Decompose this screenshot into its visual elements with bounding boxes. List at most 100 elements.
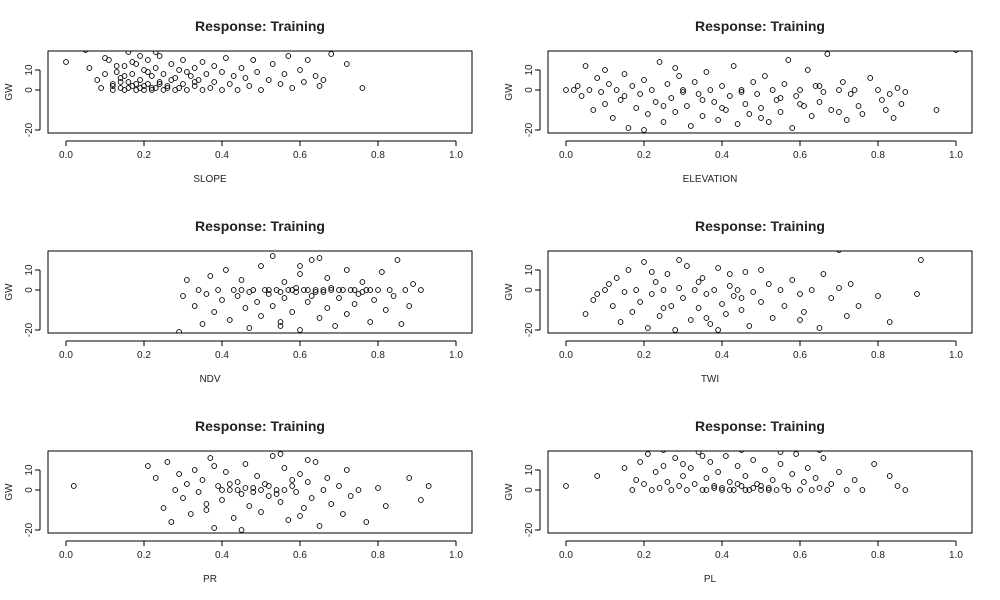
data-point xyxy=(758,483,764,489)
data-point xyxy=(637,459,643,465)
data-point xyxy=(226,481,233,487)
data-point xyxy=(816,451,823,453)
data-point xyxy=(394,257,401,263)
data-point xyxy=(203,71,210,77)
data-point xyxy=(816,485,823,491)
data-point xyxy=(680,461,686,467)
data-point xyxy=(359,279,366,285)
x-axis: 0.0 0.2 0.4 0.6 0.8 1.0 xyxy=(59,140,463,161)
data-point xyxy=(195,489,202,495)
data-point xyxy=(160,71,167,77)
data-point xyxy=(629,487,636,493)
data-point xyxy=(680,89,686,95)
data-point xyxy=(289,85,296,91)
data-point xyxy=(215,483,221,489)
data-point xyxy=(816,99,823,105)
data-point xyxy=(211,79,218,85)
y-tick-label: 10 xyxy=(24,464,35,476)
data-point xyxy=(199,321,206,327)
data-point xyxy=(750,457,757,463)
data-point xyxy=(324,475,331,481)
x-tick-label: 0.2 xyxy=(137,150,151,161)
data-point xyxy=(367,319,374,325)
data-point xyxy=(121,73,128,79)
data-point xyxy=(711,485,718,491)
y-tick-label: -20 xyxy=(524,522,535,537)
data-point xyxy=(359,85,366,91)
y-axis: -20 0 10 xyxy=(524,264,541,337)
x-tick-label: 0.6 xyxy=(293,350,307,361)
x-axis-label: PR xyxy=(203,574,217,585)
data-point xyxy=(746,323,753,329)
y-axis: -20 0 10 xyxy=(24,264,41,337)
data-point xyxy=(191,79,198,85)
plot-title: Response: Training xyxy=(695,18,825,34)
data-point xyxy=(355,487,362,493)
data-point xyxy=(574,83,581,89)
data-point xyxy=(594,473,601,479)
data-point xyxy=(156,53,163,59)
data-point xyxy=(886,319,893,325)
data-point xyxy=(719,105,725,111)
scatter-panel-3: Response: Training 0.0 0.2 0.4 0.6 0.8 1.0 NDV -… xyxy=(4,218,473,385)
data-point xyxy=(379,269,385,275)
data-point xyxy=(758,299,764,305)
data-point xyxy=(750,79,757,85)
data-point xyxy=(734,463,741,469)
data-point xyxy=(641,481,647,487)
data-point xyxy=(742,473,749,479)
data-point xyxy=(824,487,831,493)
x-tick-label: 0.0 xyxy=(559,150,573,161)
data-point xyxy=(184,69,190,75)
x-tick-label: 0.0 xyxy=(59,350,73,361)
data-point xyxy=(230,287,237,293)
data-point xyxy=(750,289,757,295)
data-point xyxy=(789,277,796,283)
data-point xyxy=(918,257,924,263)
data-point xyxy=(723,311,729,317)
y-tick-label: 0 xyxy=(524,287,535,293)
data-point xyxy=(297,263,303,269)
data-point xyxy=(141,87,147,93)
data-point xyxy=(855,103,862,109)
data-point xyxy=(754,91,760,97)
data-point xyxy=(351,301,358,307)
data-point xyxy=(277,319,284,325)
data-point xyxy=(410,281,416,287)
data-point xyxy=(219,487,225,493)
data-point xyxy=(684,263,690,269)
data-point xyxy=(871,461,877,467)
data-point xyxy=(320,287,327,293)
data-point xyxy=(246,83,253,89)
data-point xyxy=(254,69,260,75)
data-point xyxy=(758,267,764,273)
data-point xyxy=(203,291,210,297)
y-tick-label: 10 xyxy=(524,464,535,476)
data-point xyxy=(63,59,69,65)
data-point xyxy=(765,487,772,493)
data-point xyxy=(637,299,643,305)
data-point xyxy=(750,485,757,491)
data-point xyxy=(582,311,589,317)
data-point xyxy=(843,117,850,123)
data-point xyxy=(703,291,710,297)
data-point xyxy=(184,481,190,487)
data-point xyxy=(203,501,210,507)
data-point xyxy=(226,81,233,87)
data-point xyxy=(336,287,342,293)
data-point xyxy=(836,251,842,253)
data-point xyxy=(656,313,663,319)
y-axis: -20 0 10 xyxy=(524,464,541,537)
x-tick-label: 0.0 xyxy=(559,550,573,561)
data-point xyxy=(684,103,690,109)
data-point xyxy=(808,287,815,293)
x-tick-label: 1.0 xyxy=(949,550,963,561)
data-point xyxy=(207,85,214,91)
data-point xyxy=(621,93,628,99)
data-point xyxy=(609,303,616,309)
data-point xyxy=(312,459,319,465)
data-point xyxy=(758,105,764,111)
data-point xyxy=(289,309,296,315)
data-point xyxy=(301,505,307,511)
data-point xyxy=(133,81,140,87)
